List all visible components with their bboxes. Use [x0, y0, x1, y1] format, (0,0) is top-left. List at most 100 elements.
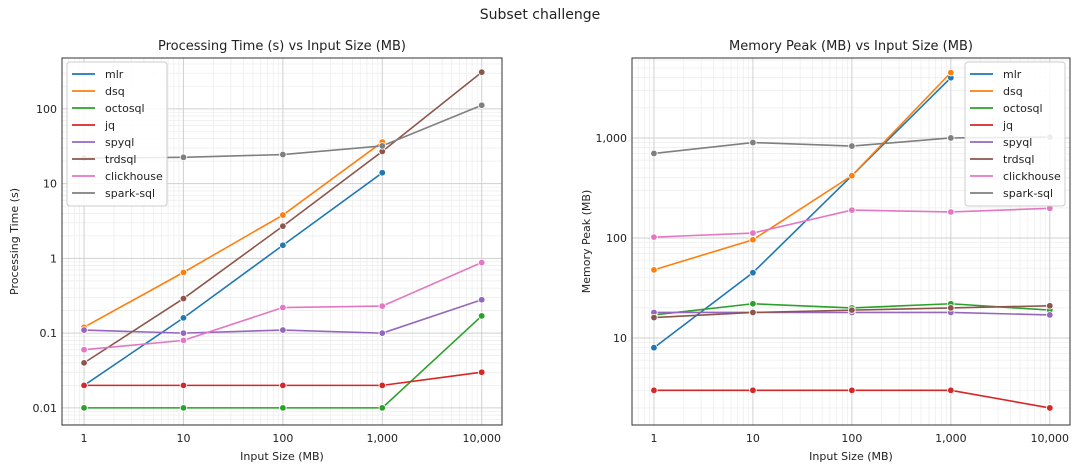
data-point: [947, 68, 955, 77]
x-axis-label: Input Size (MB): [240, 450, 324, 463]
data-point: [279, 404, 287, 412]
data-point: [80, 326, 88, 334]
y-tick-label: 10: [613, 332, 627, 345]
chart-0: 1 10 100 1,000 10,000 0.01 0.1 1 10 100 Processing…: [8, 39, 503, 463]
data-point: [378, 302, 386, 310]
data-point: [848, 142, 856, 150]
data-point: [848, 206, 856, 214]
legend-label: jq: [1002, 119, 1013, 132]
x-tick-label: 10,000: [462, 432, 501, 445]
data-point: [179, 381, 188, 390]
legend-label: spark-sql: [1003, 187, 1053, 200]
data-point: [749, 138, 757, 147]
data-point: [478, 296, 486, 304]
legend-label: trdsql: [105, 153, 136, 166]
data-point: [179, 404, 188, 412]
data-point: [749, 300, 757, 308]
y-tick-label: 100: [606, 232, 627, 245]
data-point: [650, 233, 658, 241]
data-point: [478, 258, 486, 267]
data-point: [650, 344, 658, 352]
data-point: [947, 208, 955, 216]
legend-label: octosql: [105, 102, 145, 115]
chart-title: Processing Time (s) vs Input Size (MB): [158, 39, 406, 54]
data-point: [80, 381, 88, 390]
data-point: [749, 386, 757, 395]
legend-label: spyql: [1003, 136, 1032, 149]
data-point: [179, 294, 188, 303]
data-point: [378, 169, 386, 177]
data-point: [179, 268, 188, 277]
data-point: [848, 386, 856, 395]
x-tick-label: 1: [650, 432, 657, 445]
data-point: [378, 142, 386, 150]
data-point: [478, 68, 486, 76]
data-point: [279, 150, 287, 159]
legend-label: dsq: [105, 85, 125, 98]
data-point: [279, 222, 287, 230]
legend-label: clickhouse: [105, 170, 163, 183]
data-point: [179, 336, 188, 345]
x-tick-label: 10,000: [1031, 432, 1070, 445]
legend-label: clickhouse: [1003, 170, 1061, 183]
data-point: [378, 404, 386, 412]
series-jq: [650, 386, 1054, 412]
data-point: [179, 314, 188, 322]
legend-label: trdsql: [1003, 153, 1034, 166]
data-point: [650, 266, 658, 274]
data-point: [179, 153, 188, 162]
data-point: [279, 303, 287, 312]
data-point: [749, 308, 757, 317]
series-dsq: [650, 68, 955, 274]
y-tick-label: 0.1: [40, 327, 58, 340]
data-point: [279, 326, 287, 334]
series-jq: [80, 368, 486, 390]
data-point: [1046, 311, 1054, 319]
data-point: [749, 268, 757, 277]
legend-label: jq: [104, 119, 115, 132]
data-point: [650, 386, 658, 395]
y-tick-label: 10: [43, 178, 57, 191]
data-point: [848, 306, 856, 314]
legend: mlr dsq octosql jq spyql trdsql clickhouse spar…: [964, 61, 1066, 207]
series-clickhouse: [80, 258, 486, 354]
x-tick-label: 100: [272, 432, 293, 445]
data-point: [478, 368, 486, 376]
data-point: [378, 381, 386, 390]
data-point: [378, 329, 386, 337]
legend: mlr dsq octosql jq spyql trdsql clickhouse spar…: [66, 61, 168, 207]
data-point: [947, 386, 955, 395]
series-line: [83, 172, 383, 387]
series-trdsql: [650, 302, 1054, 322]
y-tick-label: 1: [50, 252, 57, 265]
data-point: [749, 229, 757, 237]
series-clickhouse: [650, 204, 1054, 241]
x-tick-label: 1,000: [935, 432, 967, 445]
data-point: [80, 359, 88, 367]
suptitle: Subset challenge: [480, 7, 600, 23]
x-tick-label: 100: [841, 432, 862, 445]
data-point: [947, 304, 955, 312]
series-line: [83, 141, 383, 328]
legend-label: spyql: [105, 136, 134, 149]
data-point: [1046, 404, 1054, 412]
legend-label: mlr: [105, 68, 124, 81]
legend-box: [66, 61, 168, 207]
chart-1: 1 10 100 1,000 10,000 10 100 1,000 Memory Peak (…: [580, 39, 1071, 463]
data-point: [80, 346, 88, 354]
data-point: [279, 241, 287, 249]
series-line: [653, 77, 952, 349]
data-point: [749, 236, 757, 244]
y-axis-label: Processing Time (s): [8, 188, 21, 295]
data-point: [478, 312, 486, 320]
y-tick-label: 1,000: [596, 132, 628, 145]
data-point: [179, 329, 188, 337]
data-point: [650, 149, 658, 158]
x-tick-label: 10: [746, 432, 760, 445]
plot-frame: [61, 57, 503, 426]
series-line: [653, 72, 952, 271]
data-point: [279, 211, 287, 219]
plot-frame: [631, 57, 1071, 426]
